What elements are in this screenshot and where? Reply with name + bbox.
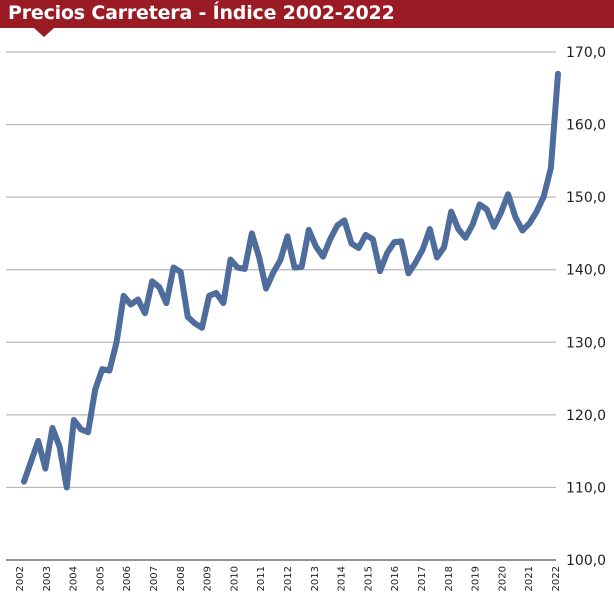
x-tick-label: 2006 — [122, 566, 133, 591]
x-tick-label: 2014 — [337, 566, 348, 591]
x-tick-label: 2020 — [497, 566, 508, 591]
x-tick-label: 2005 — [95, 566, 106, 591]
x-tick-label: 2013 — [310, 566, 321, 591]
y-tick-label: 160,0 — [566, 118, 606, 134]
x-tick-label: 2008 — [176, 566, 187, 591]
x-tick-label: 2011 — [256, 566, 267, 591]
x-tick-label: 2015 — [363, 566, 374, 591]
banner-notch — [34, 28, 54, 37]
x-tick-label: 2019 — [471, 566, 482, 591]
x-tick-label: 2012 — [283, 566, 294, 591]
chart-title: Precios Carretera - Índice 2002-2022 — [8, 2, 395, 24]
x-tick-label: 2021 — [524, 566, 535, 591]
title-banner: Precios Carretera - Índice 2002-2022 — [0, 0, 614, 28]
y-tick-label: 170,0 — [566, 45, 606, 61]
x-tick-label: 2004 — [69, 566, 80, 591]
y-tick-label: 120,0 — [566, 408, 606, 424]
x-tick-label: 2017 — [417, 566, 428, 591]
x-tick-label: 2016 — [390, 566, 401, 591]
series-layer — [21, 70, 561, 491]
y-axis-ticks: 100,0 110,0 120,0 130,0 140,0 150,0 160,0 170,0 — [566, 45, 606, 569]
gridlines — [6, 51, 556, 561]
x-tick-label: 2010 — [229, 566, 240, 591]
y-tick-label: 110,0 — [566, 480, 606, 496]
series-line-0 — [21, 70, 561, 491]
x-tick-label: 2022 — [551, 566, 562, 591]
x-tick-label: 2003 — [42, 566, 53, 591]
x-tick-label: 2018 — [444, 566, 455, 591]
x-tick-label: 2009 — [203, 566, 214, 591]
y-tick-label: 100,0 — [566, 553, 606, 569]
y-tick-label: 130,0 — [566, 335, 606, 351]
x-axis-ticks: 2002 2003 2004 2005 2006 2007 2008 2009 2010 2011… — [15, 566, 562, 591]
y-tick-label: 140,0 — [566, 263, 606, 279]
x-tick-label: 2002 — [15, 566, 26, 591]
y-tick-label: 150,0 — [566, 190, 606, 206]
x-tick-label: 2007 — [149, 566, 160, 591]
title-band — [0, 0, 614, 28]
